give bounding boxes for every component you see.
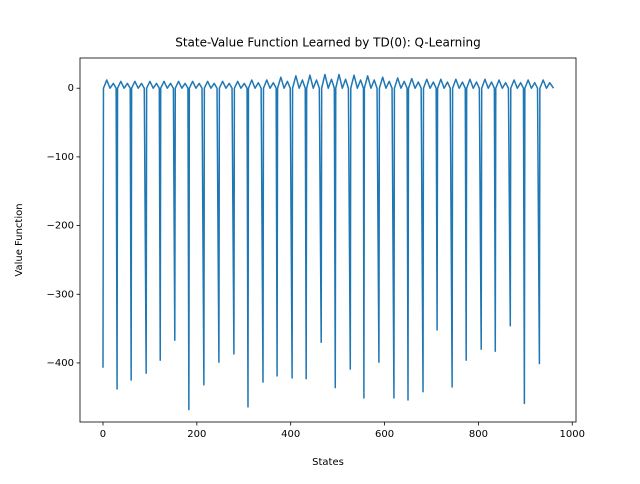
x-tick-label: 800 bbox=[469, 429, 488, 440]
y-tick-label: −400 bbox=[47, 358, 74, 369]
y-tick-label: −100 bbox=[47, 152, 74, 163]
x-tick-label: 400 bbox=[281, 429, 300, 440]
data-line bbox=[102, 73, 555, 411]
x-tick-label: 1000 bbox=[560, 429, 585, 440]
x-tick-label: 0 bbox=[100, 429, 106, 440]
chart-title: State-Value Function Learned by TD(0): Q… bbox=[175, 36, 481, 50]
y-tick-label: −200 bbox=[47, 221, 74, 232]
x-tick-label: 600 bbox=[375, 429, 394, 440]
y-axis-label: Value Function bbox=[14, 203, 25, 276]
x-axis-label: States bbox=[312, 457, 344, 468]
plot-frame bbox=[79, 57, 577, 423]
y-tick-label: −300 bbox=[47, 289, 74, 300]
x-tick-label: 200 bbox=[187, 429, 206, 440]
y-tick-label: 0 bbox=[68, 83, 74, 94]
